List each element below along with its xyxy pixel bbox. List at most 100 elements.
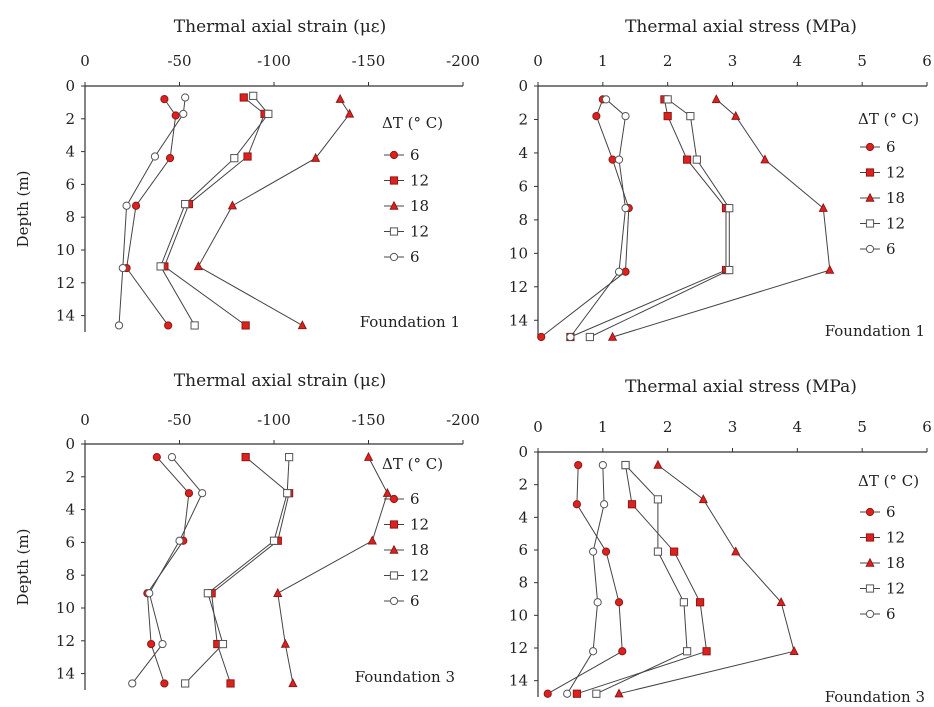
x-tick-label: 1: [598, 418, 608, 436]
data-point: [167, 453, 177, 462]
data-point: [165, 154, 175, 163]
data-point: [572, 689, 581, 698]
data-point: [310, 152, 321, 162]
y-tick-label: 6: [65, 175, 75, 193]
legend-label: 18: [410, 541, 429, 559]
legend-marker: [389, 150, 399, 160]
legend-marker: [389, 494, 399, 504]
y-tick-label: 14: [56, 665, 75, 683]
data-point: [160, 95, 169, 104]
data-point: [653, 459, 663, 469]
data-point: [114, 321, 124, 330]
series-line: [160, 95, 269, 326]
series-4: [181, 453, 294, 688]
data-point: [760, 154, 770, 164]
data-point: [181, 199, 190, 209]
data-point: [683, 647, 692, 656]
data-point: [698, 494, 708, 504]
foundation-label: Foundation 3: [355, 668, 455, 686]
legend-label: 12: [410, 223, 429, 241]
data-point: [147, 639, 156, 649]
series-line: [596, 464, 688, 695]
legend-marker: [865, 533, 875, 542]
legend-marker: [865, 142, 875, 152]
data-point: [285, 453, 294, 462]
y-tick-label: 4: [518, 144, 528, 162]
data-point: [227, 200, 238, 210]
legend: ΔT (° C) 6 12 18 12 6: [382, 114, 443, 266]
series-line: [211, 456, 290, 684]
data-point: [621, 460, 630, 470]
data-point: [614, 155, 624, 164]
series-line: [126, 98, 177, 326]
series-line: [277, 456, 388, 684]
y-tick-label: 8: [518, 211, 528, 229]
data-point: [621, 112, 630, 121]
data-point: [614, 267, 624, 276]
series-1: [537, 95, 633, 342]
legend-marker: [389, 571, 399, 580]
data-point: [171, 111, 180, 120]
data-point: [118, 263, 127, 273]
legend-label: 12: [410, 516, 429, 534]
data-point: [589, 547, 598, 556]
data-point: [193, 261, 204, 271]
data-point: [621, 204, 630, 213]
data-point: [607, 331, 618, 341]
foundation-label: Foundation 1: [360, 313, 460, 331]
legend-label: 18: [410, 197, 429, 215]
legend-label: 6: [410, 592, 420, 610]
y-tick-label: 0: [518, 77, 528, 95]
data-point: [226, 679, 235, 688]
legend-label: 12: [410, 172, 429, 190]
data-point: [702, 647, 711, 656]
legend-title: ΔT (° C): [382, 455, 443, 473]
y-tick-label: 10: [56, 599, 75, 617]
data-point: [601, 547, 611, 556]
series-line: [576, 465, 708, 695]
y-tick-label: 0: [518, 443, 528, 461]
x-tick-label: -50: [167, 411, 191, 429]
legend-item: 6: [384, 592, 420, 610]
x-tick-label: -200: [446, 52, 480, 70]
data-point: [686, 112, 695, 121]
legend: ΔT (° C) 6 12 18 12 6: [382, 455, 443, 610]
data-point: [731, 110, 741, 120]
data-point: [335, 93, 345, 103]
series-line: [569, 99, 627, 338]
legend-label: 6: [410, 490, 420, 508]
data-point: [181, 679, 190, 688]
series-2: [207, 453, 294, 688]
data-point: [363, 451, 374, 461]
y-tick-label: 12: [56, 632, 75, 650]
y-tick-label: 14: [56, 307, 75, 325]
legend-marker: [389, 520, 399, 529]
legend-marker: [865, 168, 875, 177]
y-tick-label: 0: [65, 77, 75, 95]
legend-marker: [865, 507, 875, 517]
data-point: [241, 453, 250, 462]
series-4: [592, 460, 692, 698]
series-line: [566, 465, 605, 694]
x-tick-label: -200: [446, 411, 480, 429]
legend-marker: [389, 227, 399, 236]
panel-title: Thermal axial strain (με): [174, 17, 386, 37]
data-point: [243, 152, 252, 161]
y-tick-label: 4: [65, 143, 75, 161]
x-tick-label: -150: [352, 411, 386, 429]
series-line: [184, 457, 290, 684]
data-point: [297, 320, 307, 330]
legend-item: 12: [860, 580, 905, 598]
data-point: [825, 264, 835, 274]
legend-marker: [389, 596, 399, 606]
data-point: [367, 535, 377, 545]
series-line: [612, 99, 831, 338]
x-tick-label: 5: [857, 52, 867, 70]
legend-label: 12: [886, 529, 905, 547]
legend-label: 6: [410, 248, 420, 266]
data-point: [190, 321, 199, 330]
legend-label: 12: [886, 215, 905, 233]
data-point: [563, 689, 572, 698]
data-point: [145, 589, 154, 598]
x-tick-label: -150: [352, 52, 386, 70]
